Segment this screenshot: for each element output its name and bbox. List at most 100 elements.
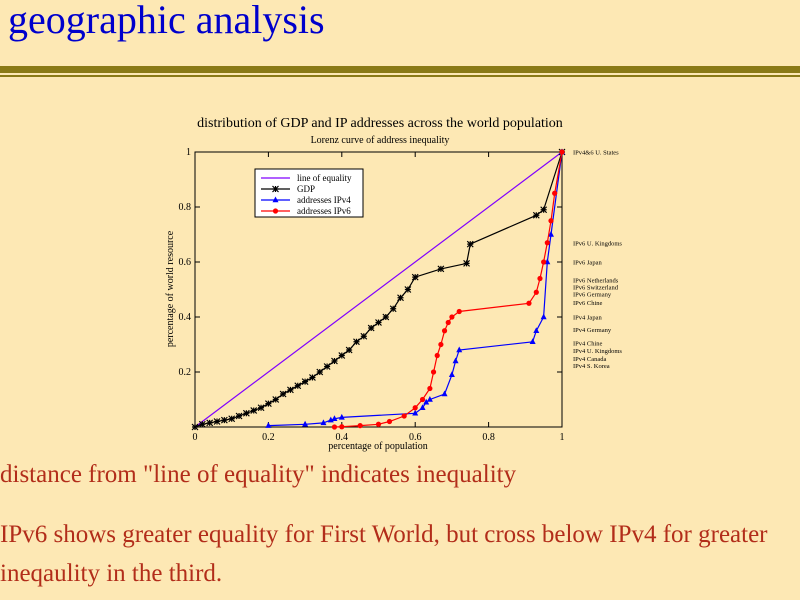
annotation-label: IPv4 U. Kingdoms: [573, 348, 622, 355]
data-point: [360, 332, 368, 340]
chart-svg: distribution of GDP and IP addresses acr…: [165, 116, 622, 452]
data-point: [456, 346, 463, 353]
y-tick-label: 0.8: [179, 202, 192, 213]
data-point: [382, 313, 390, 321]
plot-frame: [194, 151, 563, 428]
data-point: [242, 409, 250, 417]
data-point: [265, 422, 272, 428]
data-point: [412, 405, 418, 411]
data-point: [445, 319, 451, 326]
annotation-label: IPv4&6 U. States: [573, 150, 619, 157]
annotation-label: IPv6 Switzerland: [573, 284, 619, 291]
x-axis-label: percentage of population: [328, 441, 427, 452]
annotation-label: IPv4 S. Korea: [573, 363, 610, 370]
data-point: [419, 396, 426, 403]
annotations: IPv4&6 U. States IPv6 U. Kingdoms IPv6 Jap…: [573, 150, 622, 371]
data-point: [452, 357, 459, 364]
data-point: [250, 407, 258, 414]
title-divider-thick: [0, 66, 800, 73]
data-point: [463, 259, 471, 267]
data-point: [529, 338, 536, 344]
y-axis-label: percentage of world resource: [165, 230, 176, 347]
data-point: [338, 352, 346, 359]
data-point: [540, 206, 548, 214]
x-tick-label: 0.6: [409, 432, 422, 443]
data-point: [339, 424, 345, 430]
annotation-label: IPv4 Japan: [573, 315, 602, 322]
data-point: [448, 371, 455, 377]
annotation-label: IPv6 U. Kingdoms: [573, 240, 622, 247]
series-line: [194, 151, 563, 428]
legend-label: addresses IPv6: [297, 206, 351, 216]
data-point: [411, 273, 419, 281]
data-point: [533, 327, 540, 333]
lorenz-chart: distribution of GDP and IP addresses acr…: [150, 108, 650, 458]
data-point: [541, 259, 547, 265]
data-point: [548, 218, 554, 224]
x-tick-label: 1: [560, 432, 565, 443]
data-point: [320, 419, 327, 426]
data-point: [257, 404, 265, 412]
data-point: [316, 368, 324, 376]
data-point: [389, 305, 397, 313]
data-point: [294, 382, 302, 390]
data-point: [272, 185, 279, 193]
data-point: [397, 294, 404, 302]
data-point: [272, 396, 280, 403]
y-tick-label: 1: [186, 147, 191, 158]
slide-title: geographic analysis: [8, 0, 325, 42]
x-tick-label: 0.2: [262, 432, 275, 443]
data-point: [286, 386, 294, 394]
data-point: [547, 231, 554, 237]
annotation-label: IPv4 Chine: [573, 341, 603, 348]
data-point: [375, 319, 382, 326]
data-point: [345, 346, 353, 354]
data-point: [456, 308, 462, 315]
data-point: [220, 416, 228, 424]
annotation-label: IPv4 Germany: [573, 327, 612, 334]
annotation-label: IPv4 Canada: [573, 356, 607, 363]
data-point: [279, 390, 287, 398]
data-point: [191, 423, 199, 431]
data-point: [309, 374, 316, 381]
data-point: [264, 400, 272, 408]
data-point: [441, 328, 448, 334]
data-point: [426, 396, 433, 402]
chart-subtitle: Lorenz curve of address inequality: [311, 135, 450, 146]
data-point: [331, 357, 338, 365]
data-point: [430, 369, 437, 375]
y-tick-label: 0.6: [179, 257, 192, 268]
x-tick-label: 0.4: [336, 432, 349, 443]
data-point: [353, 338, 360, 346]
data-point: [272, 196, 279, 203]
data-point: [423, 398, 430, 405]
data-point: [401, 413, 407, 419]
data-point: [213, 418, 221, 425]
data-point: [412, 409, 419, 416]
data-point: [441, 390, 448, 397]
data-point: [301, 378, 309, 386]
data-point: [526, 300, 532, 306]
data-point: [466, 240, 474, 248]
data-point: [552, 190, 558, 196]
data-point: [367, 324, 375, 332]
data-point: [357, 423, 363, 429]
data-point: [449, 314, 455, 320]
annotation-label: IPv6 Japan: [573, 260, 602, 267]
data-point: [419, 404, 426, 410]
data-point: [404, 286, 412, 293]
data-point: [331, 424, 338, 430]
body-line-2: IPv6 shows greater equality for First Wo…: [0, 521, 768, 587]
data-point: [437, 265, 445, 273]
data-point: [559, 149, 565, 155]
x-tick-label: 0: [193, 432, 198, 443]
data-point: [235, 412, 243, 420]
legend-label: GDP: [297, 184, 315, 194]
data-point: [272, 208, 279, 214]
data-point: [302, 420, 309, 427]
chart-title: distribution of GDP and IP addresses acr…: [197, 116, 563, 131]
data-point: [537, 275, 543, 282]
data-point: [427, 385, 433, 392]
data-point: [331, 415, 338, 421]
legend-label: addresses IPv4: [297, 195, 351, 205]
